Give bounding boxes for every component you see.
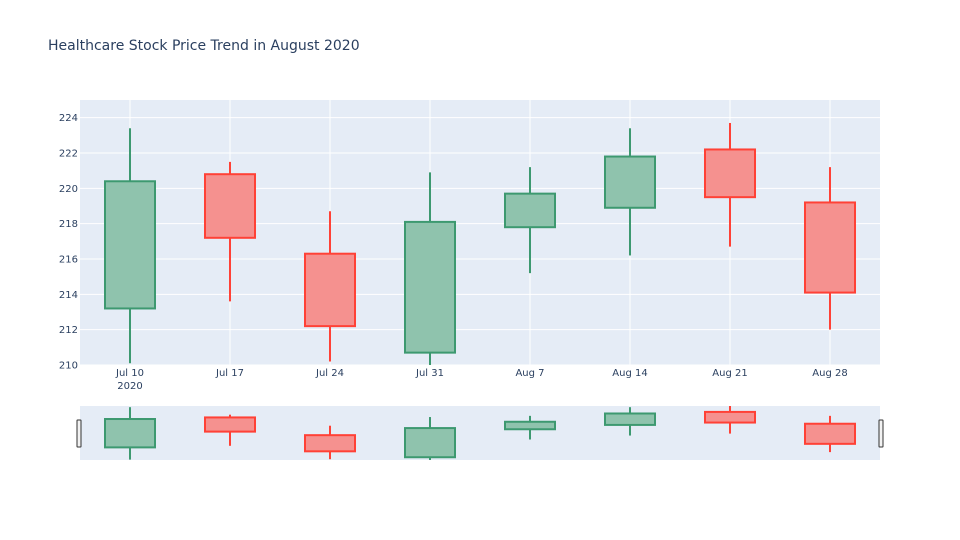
y-tick-label: 216: [59, 255, 78, 266]
candles: [104, 122, 856, 365]
slider-candle-body: [804, 422, 856, 445]
y-tick-label: 222: [59, 149, 78, 160]
candle-body: [604, 155, 656, 209]
y-tick-label: 210: [59, 361, 78, 372]
slider-candle: [104, 407, 156, 460]
candle: [604, 128, 656, 256]
slider-candle: [604, 407, 656, 436]
y-tick-label: 224: [59, 113, 78, 124]
range-slider[interactable]: [80, 406, 880, 460]
candle-body: [504, 192, 556, 229]
slider-candle: [204, 414, 256, 446]
x-tick-label: Jul 10: [115, 368, 144, 379]
slider-candle-body: [404, 427, 456, 459]
range-slider-left-handle[interactable]: [76, 419, 82, 448]
candle: [704, 122, 756, 247]
y-axis: 210 212 214 216 218 220 222 224: [59, 113, 78, 371]
slider-candle: [704, 406, 756, 434]
plot-area: [80, 100, 880, 365]
candle: [404, 172, 456, 365]
x-axis: Jul 10 2020 Jul 17 Jul 24 Jul 31 Aug 7 Aug 14 A…: [115, 368, 848, 392]
candle: [504, 167, 556, 274]
y-tick-label: 212: [59, 325, 78, 336]
x-tick-year-label: 2020: [117, 381, 142, 392]
candle-body: [104, 180, 156, 310]
slider-candle-body: [504, 420, 556, 431]
candle: [204, 161, 256, 302]
candle-body: [804, 201, 856, 294]
range-slider-candles: [104, 406, 856, 460]
candle-body: [204, 173, 256, 239]
y-tick-label: 218: [59, 219, 78, 230]
y-tick-label: 214: [59, 290, 78, 301]
slider-candle-body: [304, 434, 356, 453]
range-slider-right-handle[interactable]: [878, 419, 884, 448]
x-tick-label: Aug 21: [712, 368, 747, 379]
candle: [104, 128, 156, 364]
slider-candle-body: [204, 416, 256, 433]
slider-candle-body: [704, 410, 756, 424]
x-tick-label: Jul 24: [315, 368, 344, 379]
slider-candle: [404, 417, 456, 460]
candle: [804, 167, 856, 330]
slider-candle: [804, 415, 856, 453]
candle: [304, 211, 356, 362]
x-tick-label: Jul 31: [415, 368, 444, 379]
candle-body: [704, 148, 756, 199]
slider-candle: [504, 415, 556, 440]
chart-title: Healthcare Stock Price Trend in August 2…: [48, 38, 360, 54]
x-tick-label: Aug 7: [515, 368, 544, 379]
x-tick-label: Aug 14: [612, 368, 647, 379]
y-tick-label: 220: [59, 184, 78, 195]
slider-candle-body: [104, 418, 156, 449]
candle-body: [404, 220, 456, 354]
x-tick-label: Jul 17: [215, 368, 244, 379]
slider-candle-body: [604, 412, 656, 426]
x-tick-label: Aug 28: [812, 368, 847, 379]
candle-body: [304, 252, 356, 328]
slider-candle: [304, 425, 356, 460]
